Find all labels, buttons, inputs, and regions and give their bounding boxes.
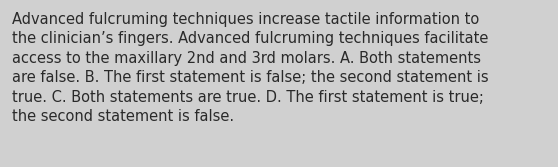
Text: Advanced fulcruming techniques increase tactile information to
the clinician’s f: Advanced fulcruming techniques increase … [12,12,489,124]
